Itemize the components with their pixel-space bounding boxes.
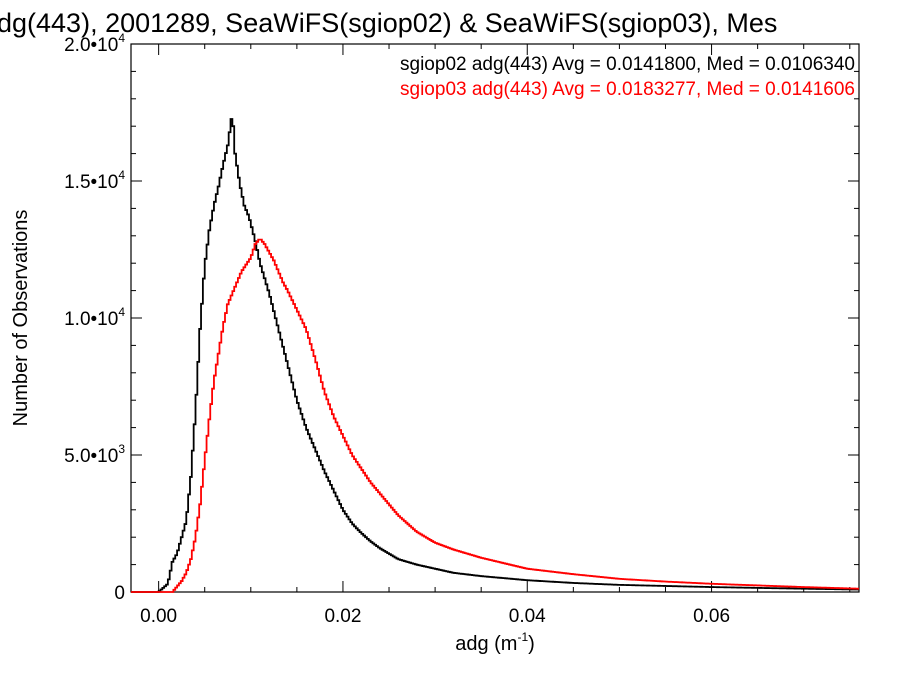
y-tick-label: 1.5•104 (64, 168, 125, 193)
x-tick-label: 0.00 (140, 606, 177, 627)
y-tick-label: 1.0•104 (64, 305, 125, 330)
legend-entry-sgiop03: sgiop03 adg(443) Avg = 0.0183277, Med = … (400, 79, 855, 100)
x-axis-label-close: ) (528, 633, 535, 655)
plot-area (130, 43, 860, 593)
x-tick-label: 0.04 (509, 606, 546, 627)
x-tick-label: 0.02 (324, 606, 361, 627)
chart-title: dg(443), 2001289, SeaWiFS(sgiop02) & Sea… (0, 8, 777, 38)
legend-entry-sgiop02: sgiop02 adg(443) Avg = 0.0141800, Med = … (400, 54, 855, 75)
axis-ticks (131, 43, 859, 593)
y-tick-label: 0 (114, 583, 125, 604)
series-line-sgiop02 (131, 118, 859, 593)
series-layer (131, 118, 859, 593)
x-axis-label-exponent: -1 (517, 630, 528, 644)
x-tick-labels: 0.00 0.02 0.04 0.06 (140, 606, 730, 627)
x-axis-label-text: adg (m (455, 633, 517, 655)
series-line-sgiop03 (131, 238, 859, 593)
x-axis-label: adg (m-1) (455, 630, 535, 655)
y-tick-labels: 0 5.0•103 1.0•104 1.5•104 2.0•104 (64, 31, 125, 604)
y-tick-label: 2.0•104 (64, 31, 125, 56)
y-tick-label: 5.0•103 (64, 442, 125, 467)
y-axis-label: Number of Observations (10, 210, 32, 427)
x-tick-label: 0.06 (693, 606, 730, 627)
